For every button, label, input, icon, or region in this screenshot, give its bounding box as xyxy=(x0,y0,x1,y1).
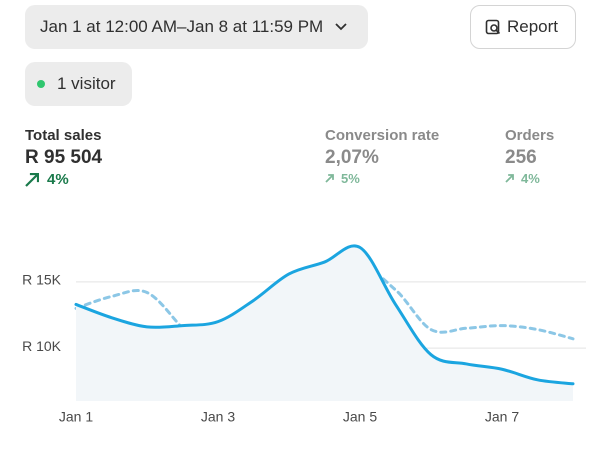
y-tick-label: R 10K xyxy=(22,338,62,354)
metric-change: 5% xyxy=(325,171,360,186)
area xyxy=(76,245,573,401)
x-tick-label: Jan 3 xyxy=(201,409,235,425)
metric-value: R 95 504 xyxy=(25,147,103,168)
up-arrow-icon xyxy=(25,172,39,187)
line xyxy=(74,244,575,386)
change-value: 4% xyxy=(521,171,540,186)
metric-value: 256 xyxy=(505,147,537,168)
metric-label: Conversion rate xyxy=(325,127,440,144)
up-arrow-icon xyxy=(325,174,334,183)
x-tick-label: Jan 5 xyxy=(343,409,377,425)
x-tick-label: Jan 7 xyxy=(485,409,519,425)
report-button[interactable]: Report xyxy=(470,5,576,49)
visitors: 1 visitor xyxy=(57,74,116,93)
y-tick-label: R 15K xyxy=(22,272,62,288)
metric-label: Total sales xyxy=(25,127,102,144)
change-value: 4% xyxy=(47,171,69,188)
date-range-button[interactable]: Jan 1 at 12:00 AM–Jan 8 at 11:59 PM xyxy=(25,5,368,49)
up-arrow-icon xyxy=(505,174,514,183)
metric-value: 2,07% xyxy=(325,147,379,168)
date-range: Jan 1 at 12:00 AM–Jan 8 at 11:59 PM xyxy=(40,17,324,36)
visitors-badge[interactable]: 1 visitor xyxy=(25,62,132,106)
metric-change: 4% xyxy=(505,171,540,186)
report-label: Report xyxy=(507,17,559,36)
metric-label: Orders xyxy=(505,127,555,144)
chevron-icon xyxy=(335,23,347,31)
metric-change: 4% xyxy=(25,171,69,188)
live-dot xyxy=(37,80,45,88)
x-tick-label: Jan 1 xyxy=(59,409,93,425)
change-value: 5% xyxy=(341,171,360,186)
report-icon xyxy=(485,19,501,35)
